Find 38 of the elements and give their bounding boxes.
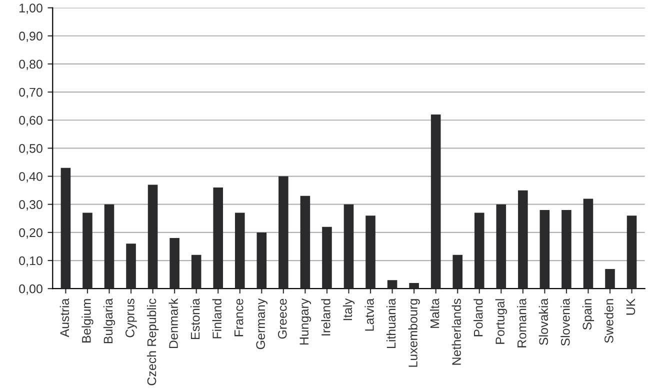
x-tick-label: Germany: [256, 298, 268, 350]
x-tick-label: Spain: [582, 299, 594, 330]
x-tick-label: Austria: [60, 298, 70, 338]
x-tick-label: Czech Republic: [146, 298, 159, 386]
y-tick-label: 0,80: [19, 60, 42, 70]
x-tick-label: Latvia: [364, 298, 374, 331]
x-tick-label: Slovenia: [560, 298, 570, 346]
x-tick-label: Greece: [278, 298, 287, 339]
y-tick-label: 0,10: [19, 256, 42, 267]
y-tick-label: 0,90: [19, 32, 42, 42]
x-tick-label: Sweden: [604, 299, 614, 343]
x-tick-label: Netherlands: [452, 298, 461, 365]
y-tick-label: 0,30: [19, 200, 42, 210]
x-tick-label: UK: [626, 298, 636, 315]
x-tick-label: France: [234, 298, 244, 336]
x-tick-label: Hungary: [300, 298, 312, 345]
x-tick-label: Luxembourg: [408, 299, 420, 367]
x-tick-label: Italy: [342, 298, 355, 320]
x-tick-label: Belgium: [82, 299, 94, 342]
y-tick-label: 1,00: [20, 4, 42, 14]
x-tick-label: Malta: [430, 298, 440, 328]
x-tick-label: Cyprus: [126, 298, 137, 338]
x-tick-label: Lithuania: [386, 298, 396, 348]
x-tick-label: Estonia: [190, 298, 200, 339]
y-tick-label: 0,50: [19, 144, 42, 154]
x-tick-label: Denmark: [168, 298, 178, 348]
y-tick-label: 0,40: [19, 172, 42, 182]
x-tick-label: Bulgaria: [103, 298, 116, 344]
y-tick-label: 0,00: [19, 284, 42, 295]
x-tick-label: Ireland: [321, 299, 330, 336]
y-tick-label: 0,60: [19, 116, 42, 126]
x-tick-label: Finland: [212, 299, 222, 338]
x-tick-label: Poland: [474, 299, 483, 336]
x-tick-label: Portugal: [495, 299, 507, 344]
y-tick-label: 0,70: [19, 88, 42, 98]
y-tick-label: 0,20: [19, 228, 42, 239]
x-tick-label: Slovakia: [538, 298, 548, 345]
x-tick-label: Romania: [517, 298, 526, 348]
